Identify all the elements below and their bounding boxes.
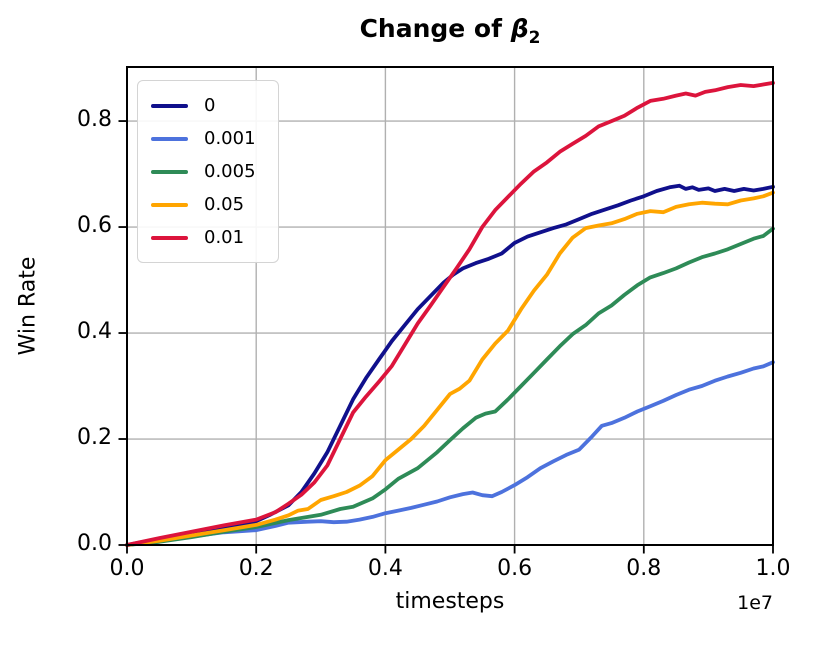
y-tick-label: 0.4 (77, 319, 112, 345)
series-line-0 (125, 183, 775, 547)
y-tick-label: 0.6 (77, 213, 112, 239)
x-tick-label: 0.6 (497, 556, 533, 581)
x-offset-label: 1e7 (737, 592, 773, 614)
series-line-0.005 (125, 226, 775, 547)
legend-item: 0.01 (151, 221, 256, 254)
legend-item: 0.001 (151, 122, 256, 155)
plot-border (126, 66, 774, 546)
legend-item: 0.05 (151, 188, 256, 221)
legend-label: 0 (204, 95, 216, 116)
beta-subscript: 2 (528, 28, 541, 48)
x-tick-label: 0.4 (367, 556, 403, 581)
x-tick-label: 1.0 (755, 556, 791, 581)
legend-label: 0.001 (204, 128, 256, 149)
series-line-0.01 (125, 81, 775, 547)
legend-line-swatch (151, 103, 188, 108)
x-tick-label: 0.2 (238, 556, 274, 581)
y-axis-label: Win Rate (15, 256, 41, 356)
legend-label: 0.01 (204, 227, 245, 248)
legend-item: 0.005 (151, 155, 256, 188)
chart-title-text: Change of (359, 14, 511, 43)
y-tick-label: 0.8 (77, 107, 112, 133)
legend-line-swatch (151, 202, 188, 207)
series-line-0.05 (125, 190, 775, 547)
chart-title: Change of β2 (127, 14, 773, 48)
x-tick-label: 0.8 (626, 556, 662, 581)
x-tick-label: 0.0 (109, 556, 145, 581)
legend: 0 0.001 0.005 0.05 0.01 (137, 80, 279, 263)
legend-item: 0 (151, 89, 256, 122)
series-line-0.001 (125, 360, 775, 547)
legend-line-swatch (151, 235, 188, 240)
legend-label: 0.005 (204, 161, 256, 182)
legend-label: 0.05 (204, 194, 245, 215)
legend-line-swatch (151, 169, 188, 174)
y-tick-label: 0.2 (77, 425, 112, 450)
x-axis-label: timesteps (395, 589, 505, 614)
y-tick-label: 0.0 (77, 531, 112, 556)
legend-line-swatch (151, 136, 188, 141)
beta-symbol: β (510, 14, 529, 43)
